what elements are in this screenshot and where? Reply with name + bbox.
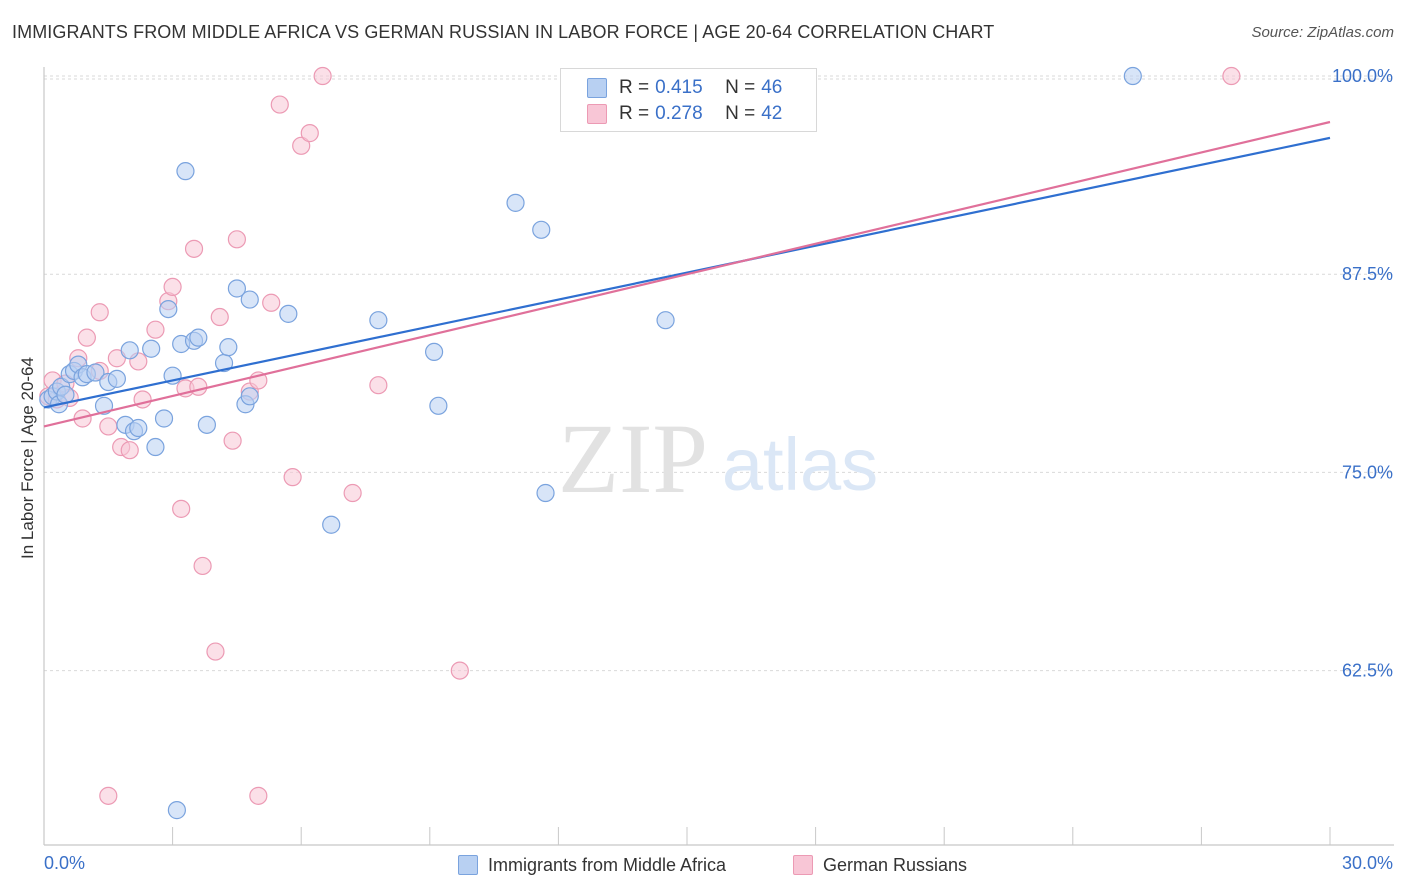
blue-point [429, 396, 448, 415]
y-tick-label: 75.0% [1342, 462, 1393, 482]
blue-point [656, 311, 675, 330]
bottom-legend-pink: German Russians [793, 852, 967, 878]
pink-point [184, 239, 204, 258]
tick-labels: 62.5% 75.0% 87.5% 100.0% 0.0% 30.0% [44, 66, 1393, 873]
pink-point [146, 320, 165, 339]
pink-point [343, 483, 362, 503]
pink-point [1222, 66, 1241, 86]
pink-point [90, 303, 109, 322]
pink-point [77, 328, 96, 347]
blue-point [197, 415, 216, 434]
blue-point [279, 304, 298, 323]
pink-point [262, 293, 281, 312]
pink-point [172, 499, 191, 518]
blue-point [1123, 66, 1142, 86]
blue-point [94, 396, 114, 415]
pink-point [450, 661, 469, 680]
pink-point [292, 136, 311, 155]
watermark-zip: ZIP [558, 403, 708, 514]
pink-point [99, 417, 118, 436]
blue-point [532, 220, 551, 239]
bottom-legend-blue: Immigrants from Middle Africa [458, 852, 726, 878]
y-axis-label: In Labor Force | Age 20-64 [18, 357, 37, 559]
pink-point [283, 468, 302, 487]
blue-n-value: 46 [761, 77, 783, 98]
watermark-atlas: atlas [722, 423, 878, 506]
y-tick-label: 62.5% [1342, 661, 1393, 681]
y-tick-label: 87.5% [1342, 264, 1393, 284]
blue-point [120, 341, 139, 360]
y-tick-label: 100.0% [1332, 66, 1393, 86]
source-credit: Source: ZipAtlas.com [1251, 24, 1394, 41]
blue-point [129, 418, 148, 438]
pink-point [249, 786, 268, 805]
pink-point [120, 441, 139, 460]
pink-r-label: R = [619, 103, 650, 124]
blue-legend-swatch [458, 855, 478, 875]
blue-point [240, 387, 259, 406]
blue-point [86, 363, 105, 382]
gridlines [44, 75, 1394, 672]
blue-point [240, 290, 259, 309]
blue-point [142, 339, 161, 358]
x-tick-label-min: 0.0% [44, 853, 85, 873]
pink-n-label: N = [725, 103, 756, 124]
pink-point [99, 786, 118, 805]
blue-point [219, 338, 238, 357]
pink-point [163, 277, 182, 296]
blue-point [536, 483, 555, 503]
pink-point [189, 377, 208, 396]
blue-point [176, 162, 195, 181]
blue-point [322, 515, 341, 534]
pink-point [193, 556, 212, 576]
chart-title: IMMIGRANTS FROM MIDDLE AFRICA VS GERMAN … [12, 22, 995, 42]
pink-point [300, 124, 319, 143]
legend-row-pink: R = 0.278 N = 42 [587, 102, 782, 126]
blue-point [107, 369, 126, 388]
pink-point [206, 642, 225, 661]
blue-point [369, 311, 388, 330]
pink-swatch [587, 104, 607, 124]
blue-points [39, 66, 1142, 820]
blue-point [159, 299, 178, 319]
pink-n-value: 42 [761, 103, 783, 124]
stats-legend: R = 0.415 N = 46 R = 0.278 N = 42 [560, 68, 817, 132]
blue-series-name: Immigrants from Middle Africa [488, 854, 727, 875]
blue-trend-line [43, 136, 1331, 409]
pink-point [223, 431, 242, 450]
trend-lines [43, 120, 1331, 428]
blue-point [506, 193, 525, 212]
blue-point [167, 801, 186, 820]
blue-n-label: N = [725, 77, 756, 98]
blue-r-value: 0.415 [655, 77, 703, 98]
pink-series-name: German Russians [823, 854, 968, 875]
blue-point [146, 437, 165, 457]
pink-point [270, 95, 289, 114]
blue-point [154, 409, 174, 428]
axes [43, 67, 1394, 846]
blue-point [189, 328, 208, 347]
blue-point [227, 279, 246, 298]
legend-row-blue: R = 0.415 N = 46 [587, 76, 782, 100]
pink-point [227, 230, 246, 249]
pink-point [313, 66, 332, 86]
blue-swatch [587, 78, 607, 98]
pink-legend-swatch [793, 855, 813, 875]
pink-point [369, 376, 388, 395]
pink-trend-line [43, 120, 1331, 428]
x-tick-label-max: 30.0% [1342, 853, 1393, 873]
pink-point [210, 307, 229, 327]
pink-r-value: 0.278 [655, 103, 703, 124]
blue-r-label: R = [619, 77, 650, 98]
blue-point [424, 342, 444, 362]
